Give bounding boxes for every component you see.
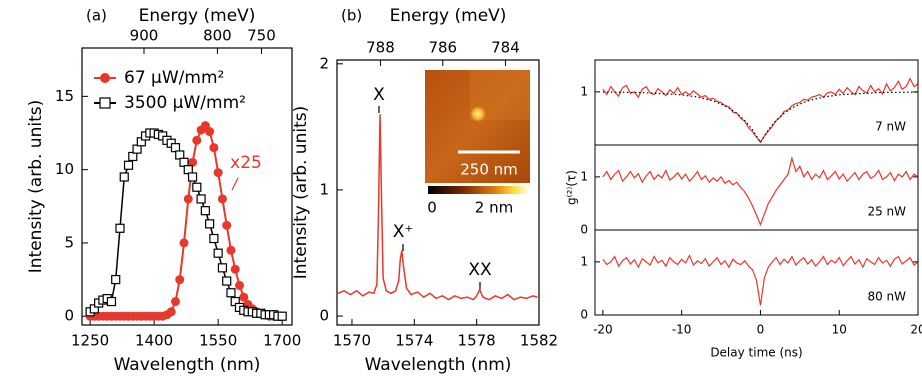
x-tick-label: 1250 [71, 332, 109, 350]
x-tick-label: 10 [832, 323, 847, 337]
annotation-line [232, 178, 238, 190]
point [201, 207, 209, 215]
y-axis-title: Intensity (arb. units) [291, 106, 311, 279]
x-tick-label: 1578 [458, 332, 496, 350]
panel-label: (a) [86, 7, 107, 25]
legend-label: 67 μW/mm² [124, 68, 224, 88]
x-tick-label: 1700 [263, 332, 301, 350]
colorbar-tick-label: 0 [427, 199, 437, 217]
scale-bar-label: 250 nm [460, 161, 518, 179]
point [167, 307, 176, 316]
x-axis-title: Delay time (ns) [710, 346, 802, 360]
point [206, 220, 214, 228]
legend-marker [100, 98, 110, 108]
y-tick-label: 0 [580, 308, 588, 322]
x-tick-label: 1582 [520, 332, 558, 350]
x-axis-title: Wavelength (nm) [114, 355, 261, 375]
point [193, 183, 201, 191]
annotation: XX [468, 260, 492, 280]
series-line [603, 79, 918, 143]
point [218, 264, 226, 272]
point [214, 168, 223, 177]
point [278, 312, 286, 320]
point [209, 143, 218, 152]
annotation: x25 [230, 153, 262, 173]
point [125, 161, 133, 169]
point [214, 249, 222, 257]
annotation: X [373, 85, 385, 105]
frame [595, 60, 918, 145]
subplot-label: 25 nW [867, 205, 906, 219]
top-tick-label: 786 [428, 39, 457, 57]
y-axis-title: Intensity (arb. units) [26, 100, 46, 273]
point [223, 277, 231, 285]
top-tick-label: 784 [491, 39, 520, 57]
point [226, 246, 235, 255]
x-tick-label: 0 [757, 323, 765, 337]
x-tick-label: -20 [593, 323, 613, 337]
x-axis-title: Wavelength (nm) [365, 355, 512, 375]
point [180, 238, 189, 247]
colorbar [428, 186, 530, 194]
top-axis-title: Energy (meV) [390, 6, 507, 26]
inset: 250 nm 0 2 nm [425, 70, 530, 217]
point [218, 194, 227, 203]
point [197, 195, 205, 203]
point [205, 127, 214, 136]
subplot-label: 80 nW [867, 290, 906, 304]
y-tick-label: 1 [580, 169, 588, 183]
top-axis-title: Energy (meV) [139, 6, 256, 26]
point [107, 298, 115, 306]
y-tick-label: 15 [55, 87, 74, 105]
fit-line [603, 92, 918, 142]
point [184, 194, 193, 203]
y-tick-label: 2 [319, 54, 329, 72]
x-tick-label: 1400 [135, 332, 173, 350]
top-tick-label: 788 [366, 39, 395, 57]
colorbar-tick-label: 2 nm [475, 199, 513, 217]
legend-label: 3500 μW/mm² [124, 93, 246, 113]
page: (a)1250140015501700051015900800750Energy… [0, 0, 922, 378]
point [189, 173, 197, 181]
y-tick-label: 1 [580, 254, 588, 268]
point [175, 275, 184, 284]
point [210, 235, 218, 243]
point [116, 224, 124, 232]
subplot-label: 7 nW [875, 120, 906, 134]
point [235, 281, 244, 290]
x-tick-label: 1574 [395, 332, 433, 350]
legend-marker [100, 73, 110, 83]
quantum-dot [469, 105, 487, 123]
y-tick-label: 1 [319, 180, 329, 198]
x-tick-label: 1550 [199, 332, 237, 350]
y-tick-label: 10 [55, 160, 74, 178]
x-tick-label: -10 [672, 323, 692, 337]
point [231, 265, 240, 274]
y-tick-label: 0 [64, 307, 74, 325]
point [192, 136, 201, 145]
y-tick-label: 0 [319, 307, 329, 325]
annotation: X⁺ [393, 222, 414, 242]
x-tick-label: 20 [910, 323, 922, 337]
point [227, 289, 235, 297]
y-tick-label: 1 [580, 84, 588, 98]
top-tick-label: 750 [247, 27, 276, 45]
y-tick-label: 0 [580, 223, 588, 237]
top-tick-label: 800 [203, 27, 232, 45]
top-tick-label: 900 [130, 27, 159, 45]
point [222, 221, 231, 230]
y-tick-label: 5 [64, 233, 74, 251]
panel-label: (b) [341, 7, 362, 25]
figure: (a)1250140015501700051015900800750Energy… [0, 0, 922, 378]
x-tick-label: 1570 [333, 332, 371, 350]
point [120, 173, 128, 181]
point [112, 276, 120, 284]
y-axis-title: g⁽²⁾(τ) [565, 170, 579, 205]
point [171, 297, 180, 306]
